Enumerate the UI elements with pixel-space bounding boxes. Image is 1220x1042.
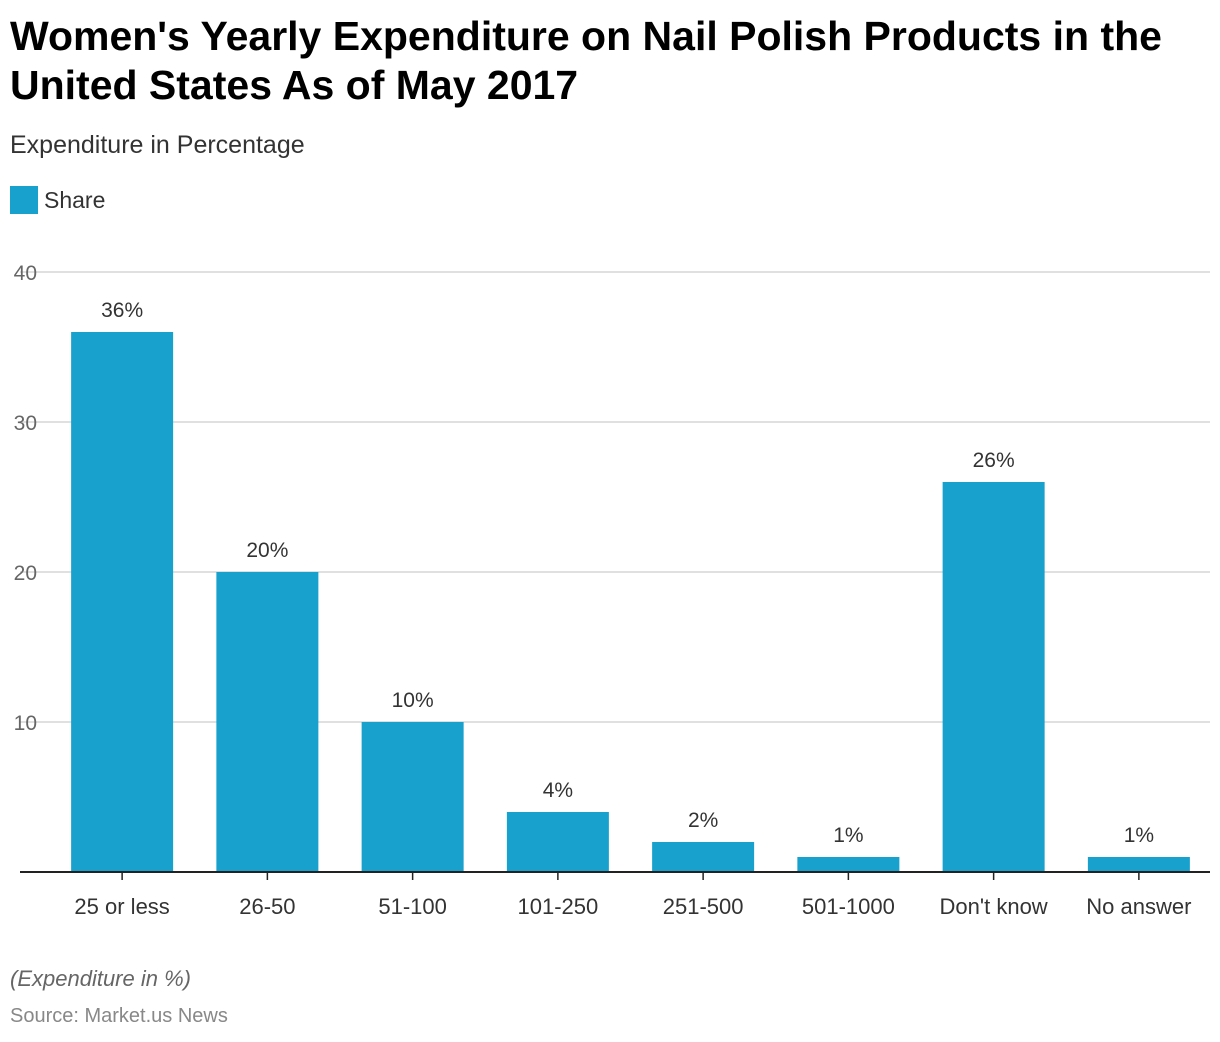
data-label: 2% xyxy=(688,809,718,832)
data-label: 36% xyxy=(101,299,143,322)
x-tick-label: 25 or less xyxy=(74,894,169,919)
x-tick-label: Don't know xyxy=(940,894,1048,919)
y-tick-label: 40 xyxy=(14,262,37,285)
data-label: 4% xyxy=(543,779,573,802)
bar xyxy=(361,722,464,872)
bar xyxy=(216,572,319,872)
chart-subtitle: Expenditure in Percentage xyxy=(10,131,305,159)
x-tick-label: 501-1000 xyxy=(802,894,895,919)
data-label: 26% xyxy=(973,449,1015,472)
data-label: 1% xyxy=(833,824,863,847)
bar xyxy=(506,812,609,872)
legend-swatch xyxy=(10,186,38,214)
x-tick-label: 251-500 xyxy=(663,894,744,919)
bar xyxy=(71,332,174,872)
bar xyxy=(1087,857,1190,872)
x-tick-label: 101-250 xyxy=(518,894,599,919)
data-label: 20% xyxy=(246,539,288,562)
chart-title: Women's Yearly Expenditure on Nail Polis… xyxy=(10,13,1162,108)
y-tick-label: 10 xyxy=(14,712,37,735)
legend: Share xyxy=(10,186,105,214)
x-tick-label: 26-50 xyxy=(239,894,295,919)
chart-source: Source: Market.us News xyxy=(10,1005,228,1027)
bar xyxy=(797,857,900,872)
chart-note: (Expenditure in %) xyxy=(10,966,191,991)
bar xyxy=(652,842,755,872)
bar xyxy=(942,482,1045,872)
data-label: 10% xyxy=(392,689,434,712)
legend-label: Share xyxy=(44,186,106,213)
y-tick-label: 30 xyxy=(14,412,37,435)
x-tick-label: 51-100 xyxy=(378,894,447,919)
data-label: 1% xyxy=(1124,824,1154,847)
x-tick-label: No answer xyxy=(1086,894,1191,919)
y-tick-label: 20 xyxy=(14,562,37,585)
